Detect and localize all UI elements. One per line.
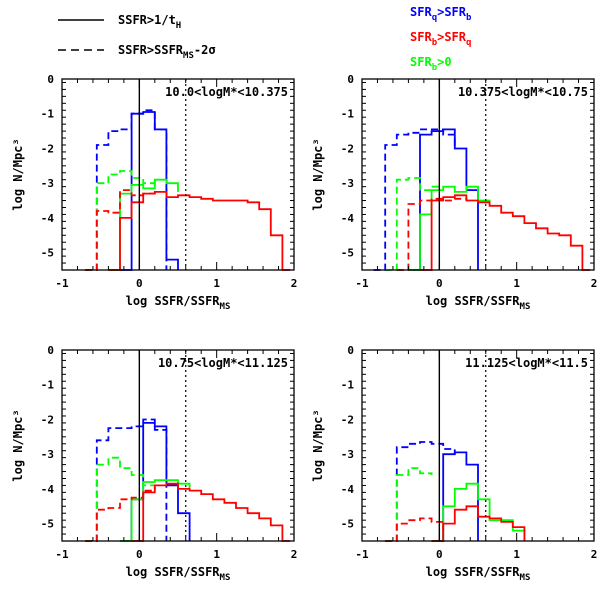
x-axis-label: log SSFR/SSFRMS	[426, 294, 531, 312]
panels-group: -1 0 1 2 0 -1 -2 -3 -4 -5 10.0<logM*<10.375 log SSF…	[11, 73, 597, 583]
y-tick-label: 0	[47, 73, 54, 86]
y-tick-label: -2	[341, 413, 354, 426]
panel-3: -1 0 1 2 0 -1 -2 -3 -4 -5 10.75<logM*<11.125 log SS…	[11, 344, 297, 583]
series-green-dashed	[85, 170, 156, 271]
legend-green-label: SFRb>0	[410, 55, 452, 73]
x-tick-label: 2	[591, 548, 598, 561]
y-tick-label: -5	[41, 247, 54, 260]
y-tick-label: -5	[341, 518, 354, 531]
y-tick-label: -3	[41, 177, 54, 190]
y-axis-label: log N/Mpc³	[311, 409, 325, 481]
series-red-solid	[131, 482, 291, 542]
plot-frame	[361, 349, 595, 542]
x-axis-label: log SSFR/SSFRMS	[126, 565, 231, 583]
y-tick-label: 0	[347, 73, 354, 86]
legend-red-label: SFRb>SFRq	[410, 30, 471, 48]
series-green-solid	[120, 479, 191, 542]
series-green-dashed	[85, 456, 155, 542]
x-tick-label: -1	[355, 548, 369, 561]
x-tick-label: 2	[291, 277, 298, 290]
legend-dashed-label: SSFR>SSFRMS-2σ	[118, 43, 216, 61]
y-tick-label: -4	[41, 212, 55, 225]
y-tick-label: -1	[341, 379, 355, 392]
y-tick-label: -4	[341, 212, 355, 225]
y-tick-label: -2	[41, 142, 54, 155]
x-tick-label: -1	[55, 548, 69, 561]
y-axis-label: log N/Mpc³	[11, 138, 25, 210]
y-tick-label: -1	[41, 379, 55, 392]
x-tick-label: -1	[55, 277, 69, 290]
series-green-dashed	[385, 467, 433, 542]
series-red-solid	[431, 505, 526, 542]
x-tick-label: 2	[291, 548, 298, 561]
y-axis-label: log N/Mpc³	[11, 409, 25, 481]
series-blue-dashed	[373, 128, 456, 271]
series-red-dashed	[85, 487, 156, 542]
legend-linestyles: SSFR>1/tH SSFR>SSFRMS-2σ	[58, 13, 216, 61]
x-axis-label: log SSFR/SSFRMS	[426, 565, 531, 583]
x-tick-label: 1	[213, 548, 220, 561]
series-blue-dashed	[385, 441, 456, 542]
panel-4: -1 0 1 2 0 -1 -2 -3 -4 -5 11.125<logM*<11.5 log SSF…	[311, 344, 597, 583]
y-tick-label: -5	[341, 247, 354, 260]
plot-frame	[61, 78, 295, 271]
y-tick-label: -2	[41, 413, 54, 426]
panel-2: -1 0 1 2 0 -1 -2 -3 -4 -5 10.375<logM*<10.75 log SS…	[311, 73, 597, 312]
y-tick-label: -3	[41, 448, 54, 461]
series-blue-dashed	[85, 418, 168, 542]
legend-solid-label: SSFR>1/tH	[118, 13, 181, 31]
x-axis-label: log SSFR/SSFRMS	[126, 294, 231, 312]
y-axis-label: log N/Mpc³	[311, 138, 325, 210]
y-tick-label: -5	[41, 518, 54, 531]
plot-frame	[61, 349, 295, 542]
x-tick-label: 1	[513, 277, 520, 290]
y-tick-label: -2	[341, 142, 354, 155]
series-green-solid	[408, 185, 491, 271]
y-tick-label: -3	[341, 448, 354, 461]
legend-blue-label: SFRq>SFRb	[410, 5, 472, 23]
x-tick-label: 0	[136, 548, 143, 561]
panel-title: 10.0<logM*<10.375	[165, 85, 288, 99]
plot-frame	[361, 78, 595, 271]
y-tick-label: -3	[341, 177, 354, 190]
x-tick-label: 0	[436, 548, 443, 561]
panel-title: 11.125<logM*<11.5	[465, 356, 588, 370]
panel-title: 10.375<logM*<10.75	[458, 85, 588, 99]
y-tick-label: 0	[47, 344, 54, 357]
x-tick-label: 0	[436, 277, 443, 290]
x-tick-label: 0	[136, 277, 143, 290]
series-red-solid	[108, 191, 291, 271]
series-red-dashed	[396, 197, 468, 271]
x-tick-label: 1	[213, 277, 220, 290]
legend-colors: SFRq>SFRb SFRb>SFRq SFRb>0	[410, 5, 472, 73]
x-tick-label: -1	[355, 277, 369, 290]
series-red-solid	[420, 194, 591, 271]
y-tick-label: 0	[347, 344, 354, 357]
y-tick-label: -4	[41, 483, 55, 496]
x-tick-label: 1	[513, 548, 520, 561]
series-red-dashed	[385, 517, 445, 542]
y-tick-label: -4	[341, 483, 355, 496]
panel-title: 10.75<logM*<11.125	[158, 356, 288, 370]
y-tick-label: -1	[341, 108, 355, 121]
panel-1: -1 0 1 2 0 -1 -2 -3 -4 -5 10.0<logM*<10.375 log SSF…	[11, 73, 297, 312]
series-blue-solid	[120, 111, 179, 271]
y-tick-label: -1	[41, 108, 55, 121]
series-green-dashed	[385, 177, 444, 271]
x-tick-label: 2	[591, 277, 598, 290]
